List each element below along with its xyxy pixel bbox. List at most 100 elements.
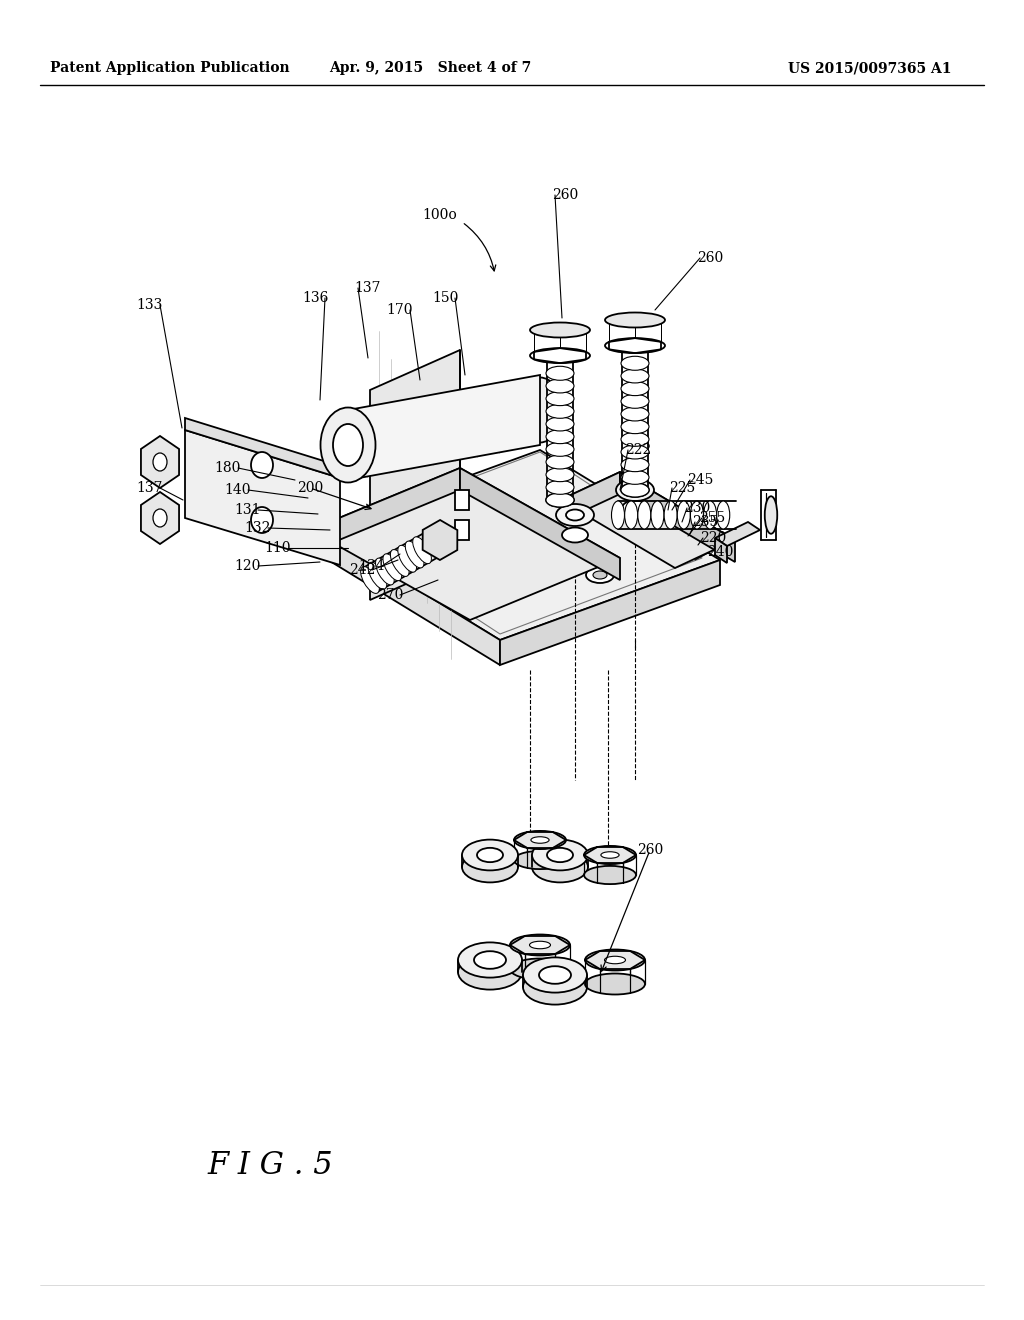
Polygon shape (319, 531, 500, 665)
Ellipse shape (539, 966, 571, 983)
Ellipse shape (546, 492, 574, 507)
Polygon shape (141, 436, 179, 488)
FancyBboxPatch shape (455, 520, 469, 540)
Ellipse shape (153, 510, 167, 527)
Text: 100o: 100o (423, 209, 458, 222)
Ellipse shape (626, 484, 644, 495)
Ellipse shape (546, 455, 574, 469)
Ellipse shape (621, 445, 649, 459)
Ellipse shape (449, 576, 462, 583)
Ellipse shape (546, 480, 574, 494)
Ellipse shape (556, 504, 594, 525)
Text: F I G . 5: F I G . 5 (207, 1150, 333, 1180)
Text: 110: 110 (265, 541, 291, 554)
Ellipse shape (510, 958, 570, 979)
Ellipse shape (546, 492, 574, 507)
Text: US 2015/0097365 A1: US 2015/0097365 A1 (788, 61, 951, 75)
Polygon shape (560, 473, 735, 568)
Ellipse shape (406, 541, 424, 568)
Ellipse shape (523, 957, 587, 993)
Polygon shape (141, 492, 179, 544)
Ellipse shape (530, 322, 590, 338)
Ellipse shape (621, 483, 649, 498)
Ellipse shape (514, 830, 566, 849)
Ellipse shape (376, 558, 394, 585)
Ellipse shape (546, 392, 574, 405)
Text: Patent Application Publication: Patent Application Publication (50, 61, 290, 75)
Ellipse shape (517, 378, 562, 442)
Ellipse shape (532, 851, 588, 882)
Text: 136: 136 (302, 290, 328, 305)
Ellipse shape (321, 408, 376, 483)
Ellipse shape (605, 313, 665, 327)
Ellipse shape (584, 866, 636, 884)
Text: 260: 260 (697, 251, 723, 265)
Ellipse shape (616, 479, 654, 502)
Ellipse shape (333, 424, 362, 466)
Ellipse shape (703, 502, 717, 529)
Ellipse shape (510, 935, 570, 956)
Ellipse shape (677, 502, 690, 529)
Polygon shape (423, 520, 458, 560)
Ellipse shape (458, 954, 522, 990)
Ellipse shape (383, 554, 401, 581)
Ellipse shape (514, 851, 566, 869)
Ellipse shape (611, 502, 625, 529)
Text: 133: 133 (137, 298, 163, 312)
Text: 270: 270 (377, 587, 403, 602)
Ellipse shape (586, 568, 614, 583)
Ellipse shape (621, 407, 649, 421)
Text: 260: 260 (637, 843, 664, 857)
Ellipse shape (546, 442, 574, 457)
Ellipse shape (585, 974, 645, 994)
Text: 170: 170 (387, 304, 414, 317)
Ellipse shape (621, 433, 649, 446)
Ellipse shape (690, 502, 703, 529)
Ellipse shape (601, 851, 620, 858)
Text: 220: 220 (699, 531, 726, 545)
Ellipse shape (532, 840, 588, 870)
Ellipse shape (547, 847, 573, 862)
Polygon shape (620, 473, 735, 562)
Ellipse shape (546, 417, 574, 430)
Text: 235: 235 (692, 515, 718, 529)
Text: 137: 137 (137, 480, 163, 495)
Ellipse shape (765, 496, 777, 533)
Ellipse shape (546, 404, 574, 418)
Ellipse shape (523, 969, 587, 1005)
Text: 137: 137 (354, 281, 381, 294)
Text: 120: 120 (234, 558, 261, 573)
Ellipse shape (605, 338, 665, 354)
Ellipse shape (625, 502, 638, 529)
Text: 150: 150 (432, 290, 458, 305)
Text: 200: 200 (297, 480, 324, 495)
Polygon shape (310, 469, 460, 552)
Polygon shape (715, 539, 727, 564)
Polygon shape (715, 521, 760, 546)
Ellipse shape (474, 952, 506, 969)
Polygon shape (500, 560, 720, 665)
Polygon shape (460, 469, 620, 579)
Polygon shape (348, 375, 540, 480)
Ellipse shape (368, 562, 387, 589)
Text: 245: 245 (687, 473, 713, 487)
Ellipse shape (529, 941, 551, 949)
Ellipse shape (566, 510, 584, 520)
Ellipse shape (621, 395, 649, 408)
Ellipse shape (546, 379, 574, 393)
Ellipse shape (585, 949, 645, 970)
Ellipse shape (665, 502, 677, 529)
Text: 240: 240 (707, 545, 733, 558)
Ellipse shape (621, 420, 649, 434)
Ellipse shape (717, 502, 730, 529)
Text: 140: 140 (224, 483, 251, 498)
Ellipse shape (153, 453, 167, 471)
Text: Apr. 9, 2015   Sheet 4 of 7: Apr. 9, 2015 Sheet 4 of 7 (329, 61, 531, 75)
Ellipse shape (562, 528, 588, 543)
Ellipse shape (651, 502, 664, 529)
Ellipse shape (251, 451, 273, 478)
Ellipse shape (477, 847, 503, 862)
Text: 134: 134 (358, 558, 385, 573)
Ellipse shape (638, 502, 651, 529)
Ellipse shape (458, 942, 522, 978)
